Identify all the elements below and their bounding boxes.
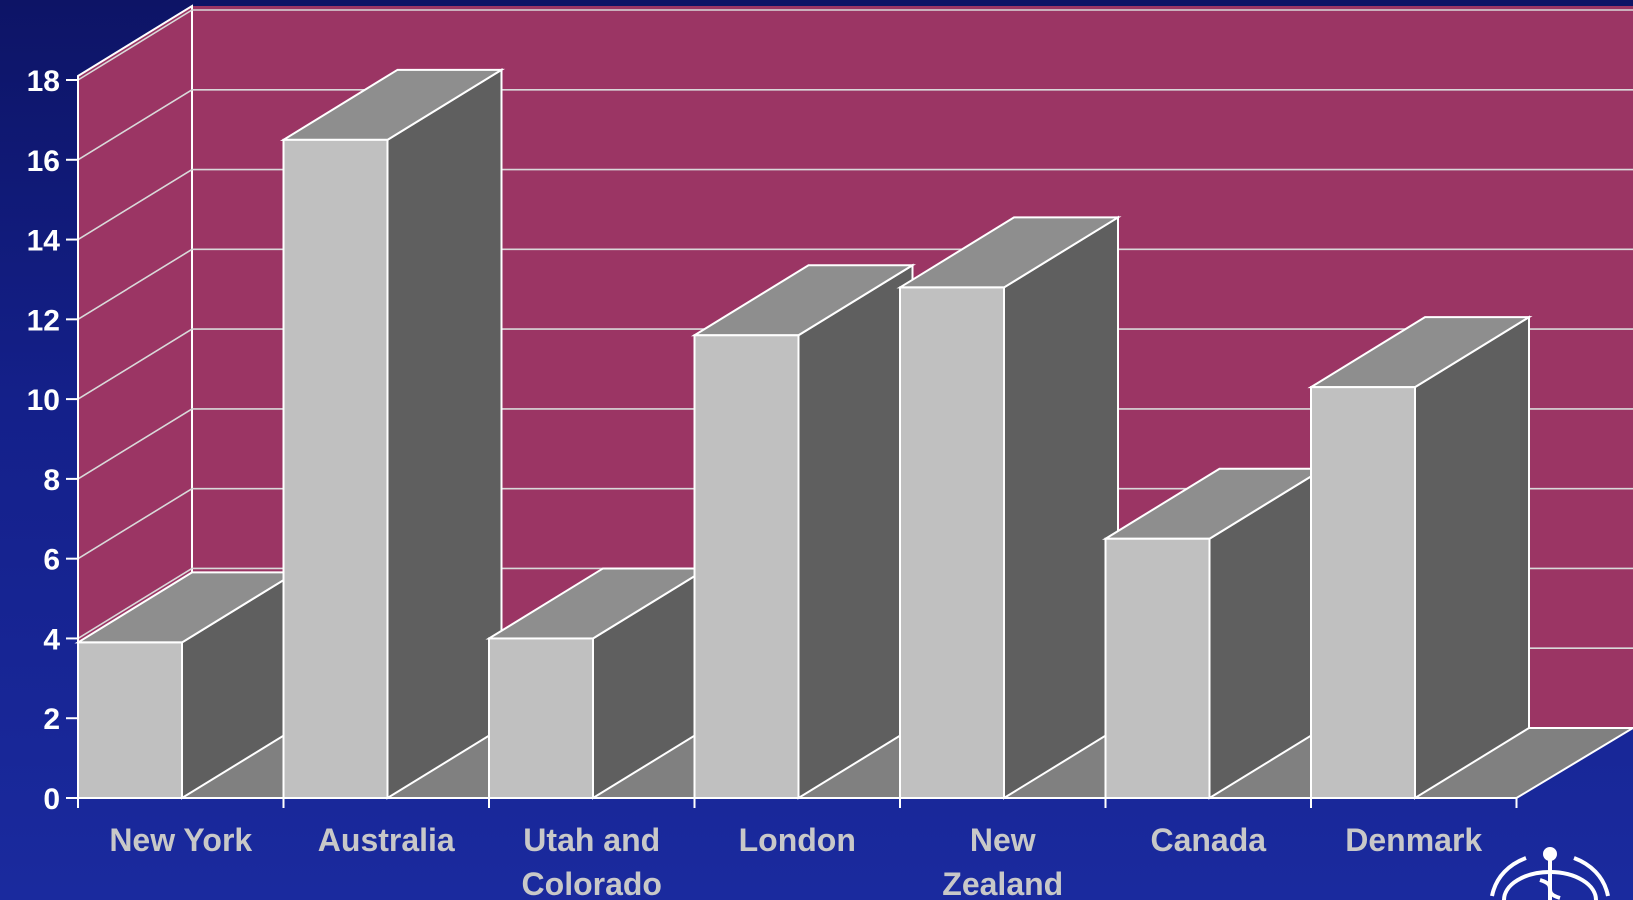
- bar-front-face: [77, 641, 183, 800]
- bar-denmark: [1307, 315, 1533, 800]
- x-tick-label: Australia: [318, 822, 455, 858]
- x-tick-label: Utah and: [523, 822, 660, 858]
- y-tick-label-18: 18: [27, 65, 60, 98]
- y-tick-label-16: 16: [27, 145, 60, 178]
- bar-front-face: [488, 637, 594, 800]
- bar-new-zealand: [896, 215, 1122, 800]
- x-tick-label: Denmark: [1345, 822, 1482, 858]
- bar-front-face: [1310, 386, 1416, 799]
- bar-new-york: [74, 570, 300, 800]
- x-tick-label: Zealand: [942, 866, 1063, 900]
- gridline-18: [77, 9, 1633, 81]
- who-emblem-icon: [1490, 847, 1610, 900]
- bar-side-face: [1414, 315, 1530, 800]
- chart-bars: [74, 68, 1533, 800]
- y-tick-label-0: 0: [43, 783, 60, 816]
- gridline-10: [77, 328, 1633, 400]
- x-tick-label: New: [970, 822, 1036, 858]
- gridline-8: [77, 408, 1633, 480]
- gridline-16: [77, 88, 1633, 161]
- bar-utah-and-colorado: [485, 566, 711, 800]
- bar-australia: [279, 68, 506, 800]
- gridline-14: [77, 168, 1633, 241]
- gridline-6: [77, 487, 1633, 560]
- y-tick-label-8: 8: [43, 464, 60, 497]
- y-tick-label-14: 14: [27, 225, 61, 258]
- bar-front-face: [1104, 537, 1211, 799]
- x-tick-label: London: [739, 822, 856, 858]
- bar-side-face: [386, 68, 503, 800]
- bar-front-face: [899, 286, 1005, 799]
- gridline-12: [77, 248, 1633, 321]
- bar-side-face: [1003, 215, 1119, 800]
- y-tick-label-4: 4: [43, 623, 60, 656]
- y-tick-label-10: 10: [27, 384, 60, 417]
- y-tick-label-12: 12: [27, 304, 60, 337]
- bar-front-face: [693, 334, 800, 799]
- bar-front-face: [282, 138, 389, 800]
- bar-london: [690, 263, 917, 800]
- bar-canada: [1101, 466, 1328, 800]
- chart-axes: [66, 76, 1518, 808]
- y-tick-label-6: 6: [43, 544, 60, 577]
- chart-gridlines: [77, 9, 1633, 719]
- x-tick-labels: New York Australia Utah and Colorado London N…: [109, 822, 1482, 900]
- bar-side-face: [797, 263, 914, 800]
- x-tick-label: Canada: [1150, 822, 1266, 858]
- y-tick-labels: 0 2 4 6 8 10 12 14 16 18: [27, 65, 61, 816]
- x-tick-label: Colorado: [522, 866, 662, 900]
- y-tick-label-2: 2: [43, 703, 60, 736]
- x-tick-label: New York: [109, 822, 252, 858]
